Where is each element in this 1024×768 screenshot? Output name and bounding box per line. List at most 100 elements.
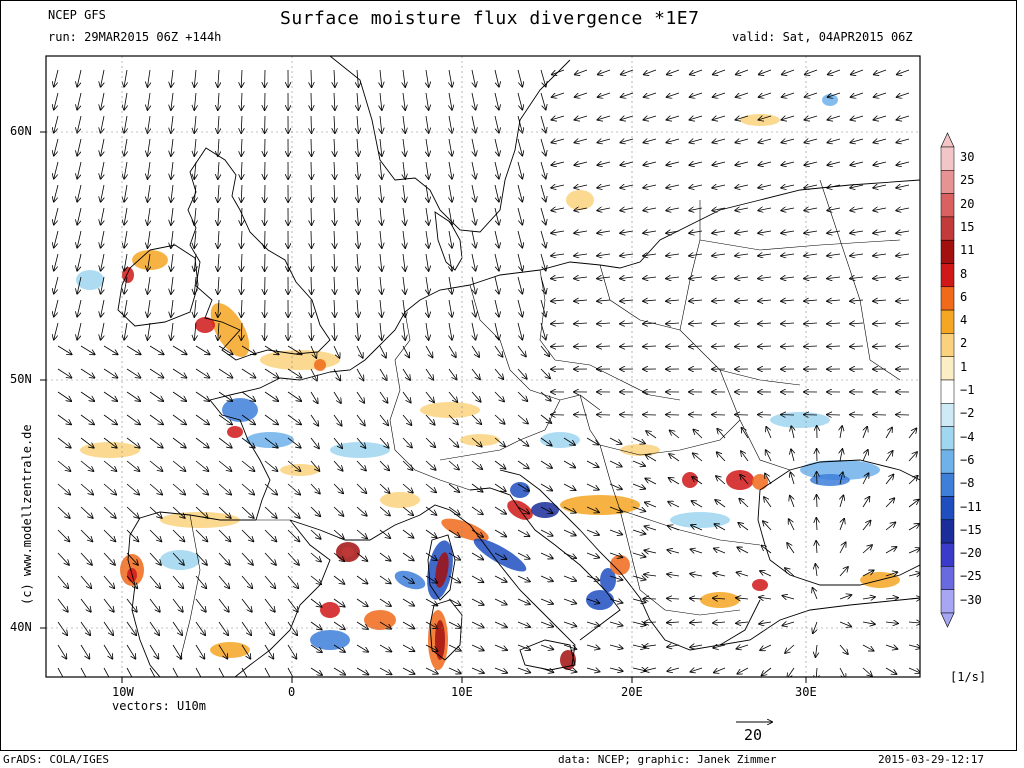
wind-vector-arrow xyxy=(597,254,611,256)
wind-vector-arrow xyxy=(426,69,429,87)
wind-vector-arrow xyxy=(403,253,405,271)
wind-vector-arrow xyxy=(759,597,772,599)
wind-vector-arrow xyxy=(448,529,460,537)
wind-vector-arrow xyxy=(124,230,127,248)
wind-vector-arrow xyxy=(171,253,173,271)
wind-vector-arrow xyxy=(149,552,161,565)
wind-vector-arrow xyxy=(874,116,887,120)
wind-vector-arrow xyxy=(334,207,335,225)
colorbar-level-label: −11 xyxy=(960,499,982,514)
wind-vector-arrow xyxy=(218,414,232,424)
wind-vector-arrow xyxy=(517,322,522,340)
wind-vector-arrow xyxy=(379,621,391,629)
wind-vector-arrow xyxy=(517,575,530,582)
wind-vector-arrow xyxy=(77,253,82,271)
wind-vector-arrow xyxy=(80,345,95,354)
divergence-blob xyxy=(222,398,258,422)
wind-vector-arrow xyxy=(448,598,460,605)
wind-vector-arrow xyxy=(714,667,726,673)
wind-vector-arrow xyxy=(574,208,588,211)
wind-vector-arrow xyxy=(494,529,506,537)
wind-vector-arrow xyxy=(885,622,898,623)
wind-vector-arrow xyxy=(494,276,499,294)
wind-vector-arrow xyxy=(804,162,818,165)
wind-vector-arrow xyxy=(80,552,92,565)
colorbar-level-label: 20 xyxy=(960,196,975,211)
divergence-blob xyxy=(420,402,480,418)
wind-vector-arrow xyxy=(670,430,680,439)
wind-vector-arrow xyxy=(356,391,364,403)
wind-vector-arrow xyxy=(333,414,342,426)
wind-vector-arrow xyxy=(690,622,703,623)
wind-vector-arrow xyxy=(310,345,316,358)
divergence-blob xyxy=(314,359,326,371)
wind-vector-arrow xyxy=(57,414,71,424)
wind-vector-arrow xyxy=(667,598,680,599)
wind-vector-arrow xyxy=(357,299,358,317)
wind-vector-arrow xyxy=(690,598,703,599)
wind-vector-arrow xyxy=(310,575,321,584)
colorbar-level-label: 2 xyxy=(960,336,968,351)
wind-vector-arrow xyxy=(758,300,772,301)
wind-vector-arrow xyxy=(241,184,242,202)
wind-vector-arrow xyxy=(77,230,82,248)
wind-vector-arrow xyxy=(172,345,187,354)
wind-vector-arrow xyxy=(264,552,276,565)
wind-vector-arrow xyxy=(598,116,611,120)
wind-vector-arrow xyxy=(717,429,726,439)
wind-vector-arrow xyxy=(575,116,588,120)
wind-vector-arrow xyxy=(816,541,817,554)
wind-vector-arrow xyxy=(850,277,864,279)
wind-vector-arrow xyxy=(517,529,529,536)
wind-vector-arrow xyxy=(333,575,344,584)
wind-vector-arrow xyxy=(448,575,460,583)
wind-vector-arrow xyxy=(54,69,59,87)
wind-vector-arrow xyxy=(449,184,452,202)
wind-vector-arrow xyxy=(287,368,301,378)
watermark-text: (c) www.modellzentrale.de xyxy=(20,424,34,605)
wind-vector-arrow xyxy=(713,598,726,599)
wind-vector-arrow xyxy=(57,598,68,612)
wind-vector-arrow xyxy=(735,254,749,256)
wind-vector-arrow xyxy=(758,185,772,188)
wind-vector-arrow xyxy=(862,597,875,599)
wind-vector-arrow xyxy=(494,207,499,225)
country-borders xyxy=(179,179,901,661)
wind-vector-arrow xyxy=(540,483,552,491)
wind-vector-arrow xyxy=(540,552,553,558)
wind-vector-arrow xyxy=(873,346,887,347)
wind-vector-arrow xyxy=(517,391,527,401)
wind-vector-arrow xyxy=(426,138,429,156)
wind-vector-arrow xyxy=(862,450,868,462)
wind-vector-arrow xyxy=(644,645,657,647)
wind-vector-arrow xyxy=(80,598,91,612)
wind-vector-arrow xyxy=(172,644,181,659)
wind-vector-arrow xyxy=(643,277,657,279)
wind-vector-arrow xyxy=(540,621,553,627)
lon-label-20e: 20E xyxy=(621,685,643,699)
wind-vector-arrow xyxy=(471,575,483,582)
wind-vector-arrow xyxy=(380,230,382,248)
wind-vector-arrow xyxy=(574,277,588,279)
wind-vector-arrow xyxy=(517,483,529,491)
wind-vector-arrow xyxy=(195,345,210,354)
wind-vector-arrow xyxy=(471,621,484,628)
wind-vector-arrow xyxy=(540,575,553,581)
wind-vector-arrow xyxy=(540,598,553,604)
wind-vector-arrow xyxy=(80,368,94,378)
wind-vector-arrow xyxy=(333,644,345,652)
wind-vector-arrow xyxy=(563,483,576,490)
wind-vector-arrow xyxy=(690,116,703,120)
wind-vector-arrow xyxy=(264,529,276,541)
wind-vector-arrow xyxy=(805,69,818,75)
wind-vector-arrow xyxy=(124,253,127,271)
divergence-blob xyxy=(700,592,740,608)
wind-vector-arrow xyxy=(334,322,335,340)
wind-vector-arrow xyxy=(597,231,611,233)
wind-vector-arrow xyxy=(195,621,205,635)
wind-vector-arrow xyxy=(494,667,507,673)
wind-vector-arrow xyxy=(804,231,818,233)
wind-vector-arrow xyxy=(574,254,588,256)
wind-vector-arrow xyxy=(357,276,358,294)
